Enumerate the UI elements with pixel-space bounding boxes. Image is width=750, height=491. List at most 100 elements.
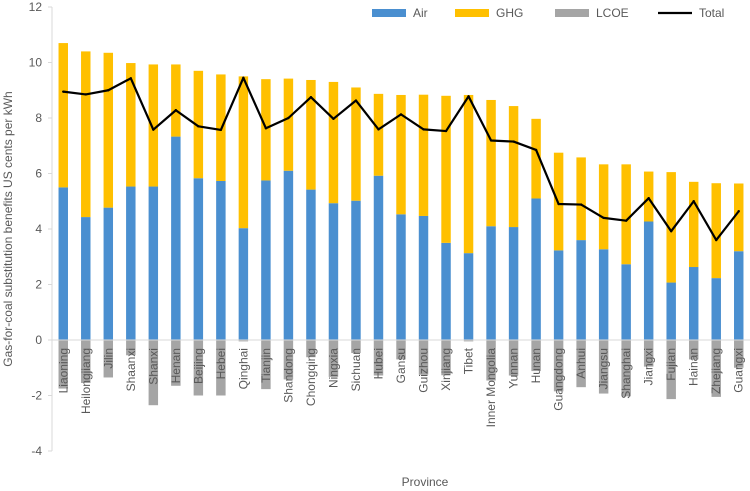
x-category-label: Shanghai bbox=[619, 348, 633, 399]
lcoe-bar bbox=[441, 340, 451, 376]
x-category-label: Shandong bbox=[281, 348, 295, 403]
ghg-bar bbox=[688, 181, 699, 268]
ghg-bar bbox=[261, 79, 271, 181]
total-point bbox=[129, 77, 133, 80]
total-point bbox=[197, 125, 200, 128]
air-bar bbox=[328, 203, 339, 340]
lcoe-bar bbox=[373, 340, 384, 376]
total-point bbox=[84, 93, 87, 96]
lcoe-bar bbox=[418, 340, 429, 375]
air-bar bbox=[306, 189, 316, 340]
lcoe-bar bbox=[171, 340, 181, 386]
x-category-label: Jiangsu bbox=[597, 348, 611, 389]
air-bar bbox=[216, 180, 226, 340]
lcoe-bar bbox=[126, 340, 136, 356]
legend-label: GHG bbox=[496, 6, 523, 20]
total-point bbox=[467, 95, 470, 98]
ghg-bar bbox=[373, 93, 384, 176]
total-point bbox=[737, 210, 740, 213]
lcoe-bar bbox=[283, 340, 294, 380]
x-category-label: Inner Mongolia bbox=[484, 348, 498, 428]
x-category-label: Zhejiang bbox=[709, 348, 723, 394]
x-category-label: Tibet bbox=[462, 347, 476, 374]
y-tick-label: 6 bbox=[35, 167, 42, 181]
ghg-bar bbox=[306, 79, 316, 190]
x-category-label: Hunan bbox=[529, 348, 543, 383]
ghg-bar bbox=[734, 183, 744, 252]
total-point bbox=[332, 117, 335, 121]
x-category-label: Henan bbox=[169, 348, 183, 383]
x-category-label: Beijing bbox=[191, 348, 205, 384]
total-point bbox=[647, 196, 650, 200]
lcoe-bar bbox=[711, 340, 721, 397]
lcoe-bar bbox=[261, 340, 271, 390]
total-point bbox=[242, 76, 245, 79]
ghg-bar bbox=[396, 94, 406, 215]
total-point bbox=[377, 128, 380, 131]
x-category-label: Qinghai bbox=[236, 348, 250, 389]
air-bar bbox=[238, 228, 249, 340]
lcoe-bar bbox=[688, 340, 699, 360]
air-bar bbox=[508, 227, 519, 340]
lcoe-bar bbox=[734, 340, 744, 368]
legend-swatch bbox=[372, 9, 406, 17]
lcoe-bar bbox=[103, 340, 114, 378]
air-bar bbox=[126, 186, 136, 340]
legend-label: Total bbox=[699, 6, 724, 20]
x-category-label: Jiangxi bbox=[642, 348, 656, 385]
total-point bbox=[399, 113, 403, 116]
air-bar bbox=[711, 278, 721, 340]
y-tick-label: -2 bbox=[31, 389, 42, 403]
x-category-label: Jilin bbox=[101, 348, 115, 369]
x-category-label: Shaanxi bbox=[124, 348, 138, 391]
lcoe-bar bbox=[666, 340, 676, 400]
air-bar bbox=[688, 267, 699, 340]
ghg-bar bbox=[81, 51, 91, 218]
x-category-label: Gansu bbox=[394, 348, 408, 383]
air-bar bbox=[418, 215, 429, 340]
air-bar bbox=[643, 221, 654, 340]
total-point bbox=[534, 148, 538, 152]
air-bar bbox=[103, 207, 114, 340]
ghg-bar bbox=[598, 164, 609, 250]
lcoe-bar bbox=[553, 340, 564, 392]
ghg-bar bbox=[711, 183, 721, 279]
ghg-bar bbox=[576, 157, 586, 241]
total-point bbox=[62, 90, 65, 93]
air-bar bbox=[576, 240, 586, 340]
ghg-bar bbox=[328, 81, 339, 204]
ghg-bar bbox=[171, 64, 181, 137]
air-bar bbox=[531, 198, 541, 340]
total-point bbox=[669, 230, 673, 233]
lcoe-bar bbox=[81, 340, 91, 384]
ghg-bar bbox=[283, 78, 294, 171]
x-category-label: Anhui bbox=[574, 348, 588, 379]
total-point bbox=[219, 128, 223, 132]
air-bar bbox=[666, 282, 676, 340]
y-tick-label: 10 bbox=[29, 56, 43, 70]
y-axis-title: Gas-for-coal substitution benefits US ce… bbox=[1, 91, 15, 366]
total-point bbox=[422, 128, 425, 131]
legend-label: LCOE bbox=[596, 6, 629, 20]
ghg-bar bbox=[418, 94, 429, 216]
lcoe-bar bbox=[58, 340, 68, 389]
lcoe-bar bbox=[531, 340, 541, 372]
ghg-bar bbox=[103, 52, 114, 208]
lcoe-bar bbox=[396, 340, 406, 360]
lcoe-bar bbox=[643, 340, 654, 367]
total-point bbox=[174, 109, 178, 112]
ghg-bar bbox=[193, 70, 204, 179]
x-category-label: Guizhou bbox=[417, 348, 431, 393]
lcoe-bar bbox=[576, 340, 586, 388]
lcoe-bar bbox=[508, 340, 519, 376]
total-point bbox=[152, 128, 155, 131]
x-category-label: Liaoning bbox=[56, 348, 70, 393]
ghg-bar bbox=[58, 43, 68, 188]
y-tick-label: 4 bbox=[35, 222, 42, 236]
lcoe-bar bbox=[328, 340, 339, 377]
total-point bbox=[692, 200, 695, 203]
ghg-bar bbox=[463, 94, 474, 254]
ghg-bar bbox=[621, 164, 631, 265]
x-category-label: Shanxi bbox=[146, 348, 160, 385]
